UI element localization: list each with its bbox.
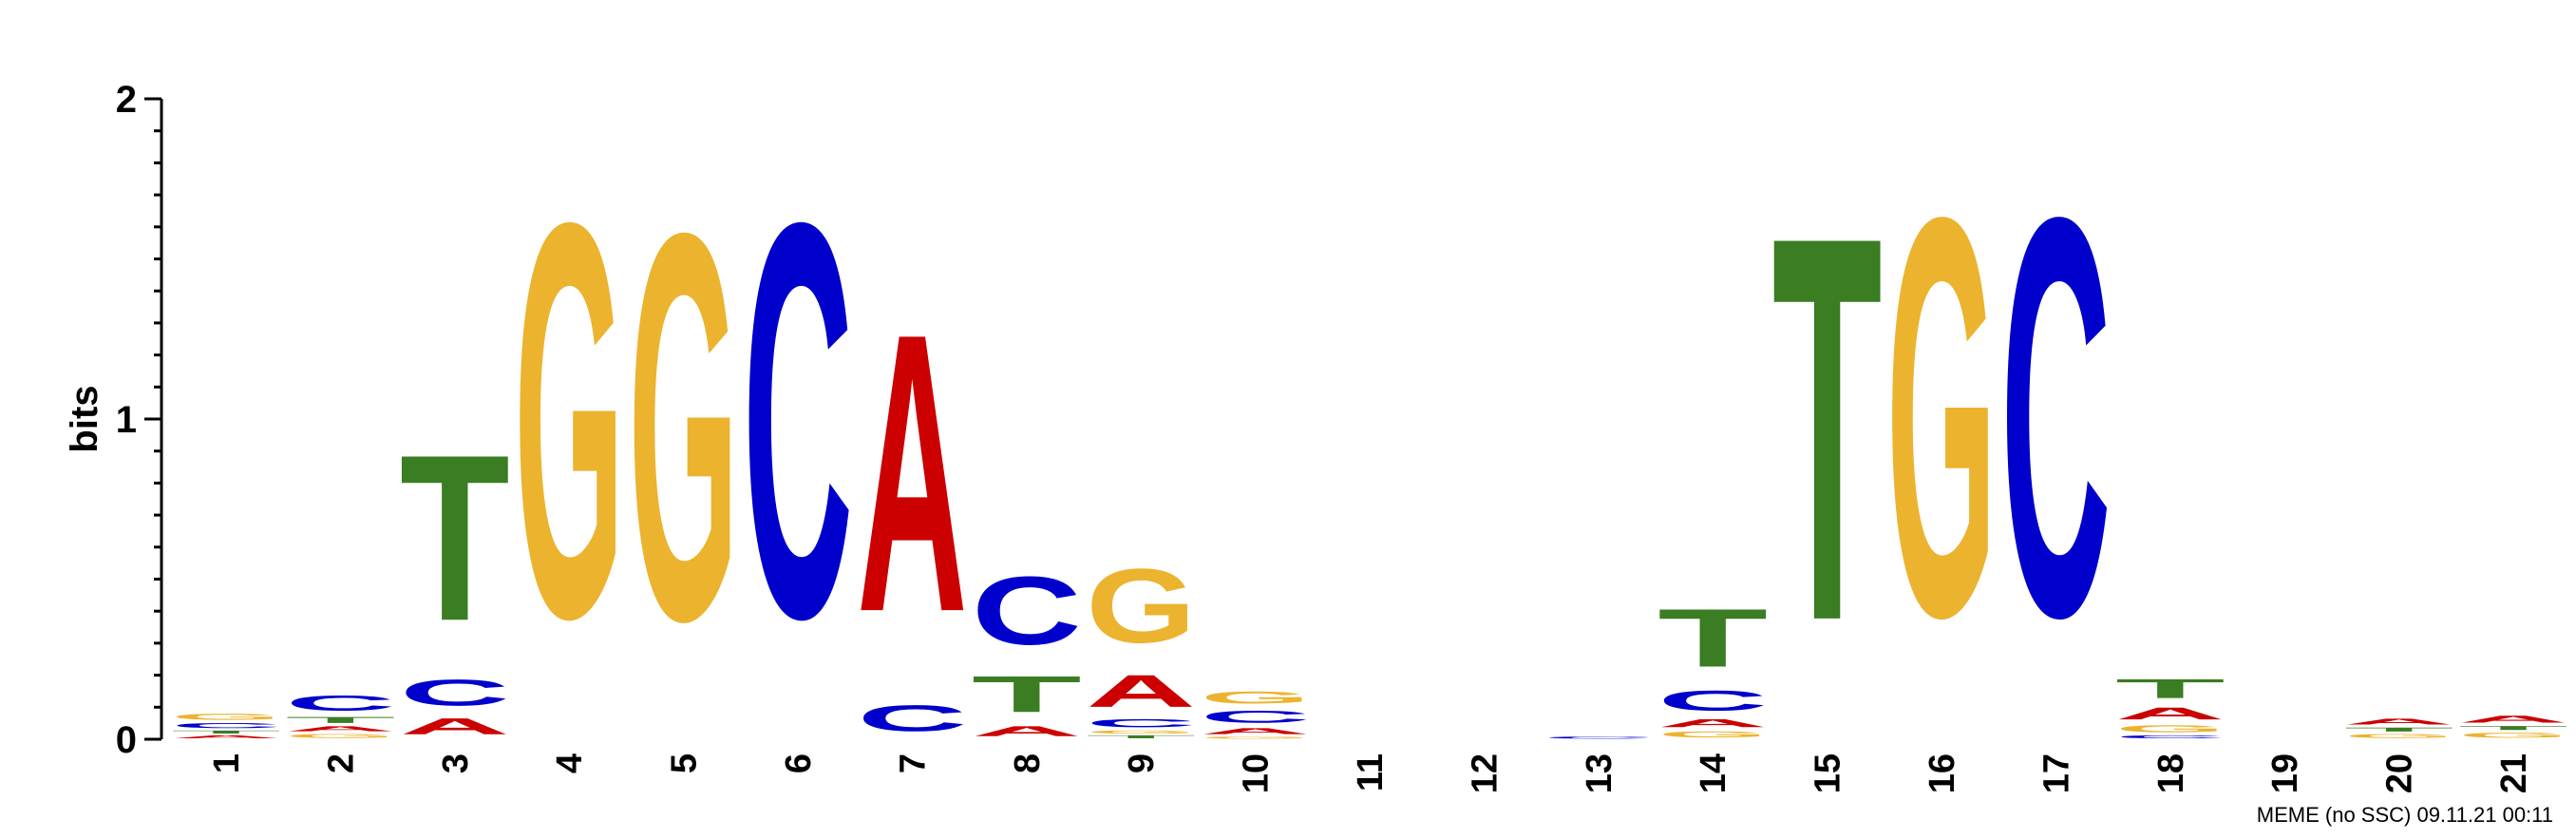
- x-axis-labels: 1 2 3 4 5 6 7 8 9 10 11 12 13 14 15 16 17 18 19 20 21: [207, 753, 2534, 793]
- logo-letter-T: T: [972, 665, 1082, 723]
- logo-letter-G: G: [2115, 723, 2226, 734]
- logo-letter-A: A: [2115, 704, 2226, 723]
- x-tick-label: 8: [1008, 753, 1048, 773]
- logo-letter-C: C: [743, 107, 853, 736]
- logo-stack-4: G: [514, 105, 624, 734]
- y-tick-label: 0: [116, 719, 137, 761]
- logo-letter-G: G: [285, 733, 395, 739]
- logo-letter-A: A: [171, 734, 281, 739]
- x-tick-label: 16: [1923, 753, 1962, 793]
- x-tick-label: 7: [893, 753, 933, 773]
- logo-letter-C: C: [1657, 685, 1768, 717]
- logo-letter-A: A: [2344, 716, 2454, 726]
- x-tick-label: 21: [2494, 753, 2534, 793]
- logo-letter-G: G: [2344, 733, 2454, 739]
- logo-letter-T: T: [2115, 674, 2226, 704]
- logo-letter-A: A: [1657, 716, 1768, 729]
- logo-letter-A: A: [857, 252, 967, 696]
- logo-letter-G: G: [1657, 730, 1768, 739]
- x-tick-label: 18: [2151, 753, 2191, 793]
- x-tick-label: 11: [1351, 753, 1391, 791]
- logo-stack-6: C: [743, 107, 853, 736]
- logo-letter-G: G: [171, 712, 281, 721]
- x-tick-label: 1: [207, 753, 247, 773]
- logo-letter-T: T: [171, 730, 281, 734]
- x-tick-label: 4: [550, 753, 590, 773]
- y-axis: 0 1 2 bits: [64, 79, 163, 761]
- logo-letter-T: T: [1772, 124, 1883, 736]
- logo-stack-15: T: [1772, 124, 1883, 736]
- logo-letter-C: C: [171, 721, 281, 729]
- x-tick-label: 20: [2380, 753, 2420, 793]
- logo-stack-20: GTA: [2344, 716, 2454, 739]
- logo-letter-T: T: [2458, 725, 2568, 732]
- x-tick-label: 15: [1809, 753, 1848, 793]
- logo-letter-A: A: [285, 725, 395, 733]
- logo-letter-A: A: [1201, 727, 1311, 736]
- logo-stack-7: CA: [857, 252, 967, 739]
- x-tick-label: 5: [665, 753, 705, 773]
- x-tick-label: 14: [1694, 753, 1733, 793]
- logo-letter-G: G: [1086, 730, 1196, 734]
- logo-letter-G: G: [2458, 732, 2568, 739]
- footer-text: MEME (no SSC) 09.11.21 00:11: [2256, 803, 2553, 827]
- logo-letter-C: C: [285, 691, 395, 715]
- logo-letter-G: G: [1086, 546, 1196, 664]
- logo-letter-T: T: [2344, 727, 2454, 734]
- logo-letter-G: G: [1201, 736, 1311, 739]
- logo-letter-G: G: [629, 118, 739, 734]
- x-tick-label: 10: [1237, 753, 1277, 793]
- y-tick-label: 1: [116, 399, 137, 441]
- logo-letter-G: G: [1201, 688, 1311, 707]
- x-tick-label: 12: [1465, 753, 1505, 793]
- logo-letter-T: T: [1657, 592, 1768, 684]
- logo-stack-21: GTA: [2458, 714, 2568, 739]
- logo-letter-C: C: [2000, 99, 2111, 734]
- y-tick-label: 2: [116, 79, 137, 121]
- logo-letter-C: C: [1544, 736, 1654, 739]
- logo-stack-5: G: [629, 118, 739, 734]
- logo-stack-16: G: [1886, 101, 1997, 735]
- y-axis-title: bits: [64, 385, 105, 452]
- logo-letter-C: C: [972, 556, 1082, 665]
- logo-letter-C: C: [857, 697, 967, 739]
- x-tick-label: 19: [2265, 753, 2305, 793]
- logo-letter-A: A: [972, 723, 1082, 739]
- x-tick-label: 6: [779, 753, 819, 773]
- logo-letter-T: T: [285, 715, 395, 725]
- logo-letter-A: A: [2458, 714, 2568, 725]
- logo-letter-A: A: [1086, 666, 1196, 717]
- logo-letter-C: C: [1201, 707, 1311, 726]
- x-tick-label: 2: [321, 753, 361, 773]
- logo-stack-8: ATC: [972, 556, 1082, 739]
- logo-letter-C: C: [1086, 716, 1196, 729]
- logo-letter-A: A: [400, 714, 510, 739]
- logo-stack-13: C: [1544, 736, 1654, 739]
- x-tick-label: 3: [436, 753, 476, 773]
- logo-letter-T: T: [400, 406, 510, 671]
- logo-letter-G: G: [514, 105, 624, 734]
- x-tick-label: 17: [2036, 753, 2076, 793]
- logo-letter-G: G: [1886, 101, 1997, 735]
- logo-letter-C: C: [2115, 734, 2226, 739]
- logo-letter-T: T: [1086, 734, 1196, 739]
- logo-stack-3: ACT: [400, 406, 510, 739]
- logo-letter-C: C: [400, 672, 510, 714]
- x-tick-label: 13: [1580, 753, 1619, 793]
- x-tick-label: 9: [1122, 753, 1162, 773]
- logo-stack-17: C: [2000, 99, 2111, 734]
